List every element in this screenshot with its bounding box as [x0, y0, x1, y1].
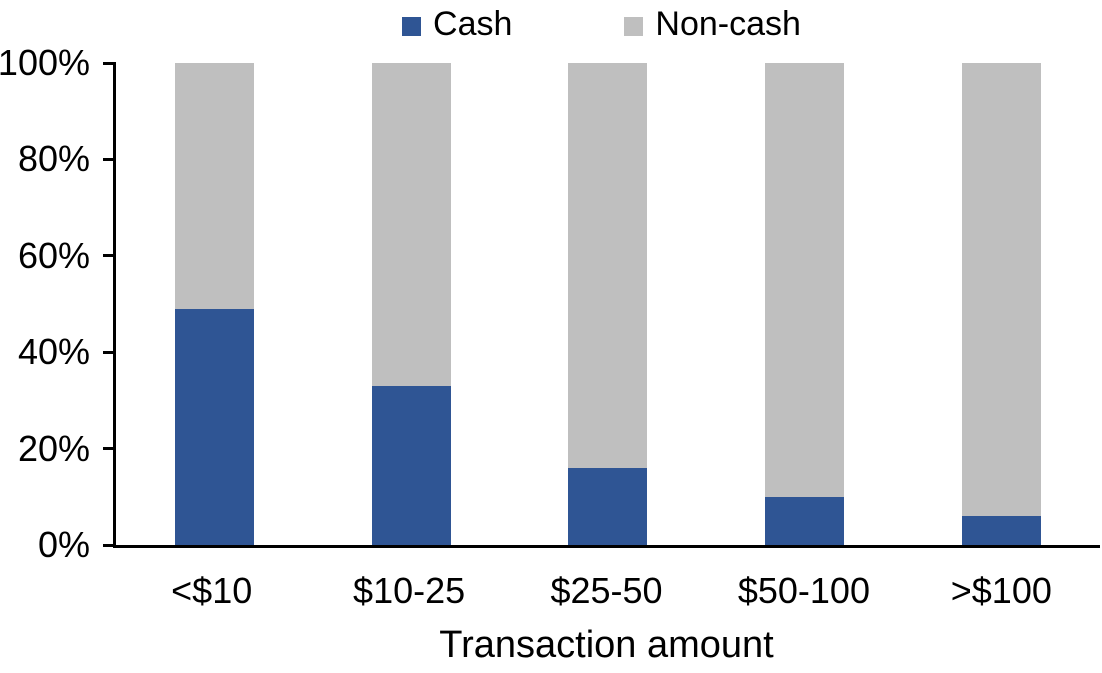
bar-segment-cash: [962, 516, 1042, 545]
bar-segment-cash: [568, 467, 648, 545]
bar-segment-noncash: [765, 63, 845, 497]
noncash-swatch-icon: [624, 16, 644, 36]
y-axis-tick-label: 60%: [17, 234, 90, 276]
legend: Cash Non-cash: [108, 5, 1095, 43]
y-axis-tick-label: 0%: [37, 524, 90, 565]
y-axis-tick-label: 80%: [17, 138, 90, 180]
y-axis-tick: [103, 61, 116, 65]
x-axis-label: $10-25: [353, 570, 466, 611]
legend-item-noncash: Non-cash: [624, 5, 801, 43]
bar-slot: [313, 63, 510, 545]
x-axis-labels: <$10 $10-25 $25-50 $50-100 >$100: [113, 570, 1100, 612]
bar-segment-noncash: [962, 63, 1042, 517]
y-axis-tick: [103, 254, 116, 258]
y-axis-tick-label: 40%: [17, 331, 90, 373]
bar-slot: [903, 63, 1100, 545]
y-axis-tick: [103, 447, 116, 451]
legend-item-cash: Cash: [402, 5, 513, 43]
bar-slot: [706, 63, 903, 545]
bar-segment-noncash: [371, 63, 451, 386]
legend-label-noncash: Non-cash: [655, 5, 801, 43]
stacked-bar-5: [962, 63, 1042, 545]
x-axis-title: Transaction amount: [439, 624, 774, 666]
x-axis-label: $25-50: [550, 570, 663, 611]
bar-segment-noncash: [174, 63, 254, 309]
bar-segment-noncash: [568, 63, 648, 468]
bar-slot: [510, 63, 707, 545]
y-axis-tick: [103, 157, 116, 161]
y-axis-tick-label: 20%: [17, 427, 90, 469]
bar-segment-cash: [371, 385, 451, 545]
plot-area: 0% 20% 40% 60% 80% 100%: [0, 42, 1100, 565]
y-axis-tick-label: 100%: [0, 42, 90, 83]
stacked-bar-2: [371, 63, 451, 545]
stacked-bar-3: [568, 63, 648, 545]
bar-segment-cash: [765, 496, 845, 545]
y-axis-tick: [103, 350, 116, 354]
bar-segment-cash: [174, 308, 254, 545]
legend-label-cash: Cash: [433, 5, 513, 43]
bars-container: [116, 63, 1100, 545]
cash-swatch-icon: [402, 16, 422, 36]
x-axis-label: >$100: [950, 570, 1052, 611]
stacked-bar-1: [174, 63, 254, 545]
y-axis-tick: [103, 543, 116, 547]
stacked-bar-4: [765, 63, 845, 545]
x-axis-label: <$10: [171, 570, 253, 611]
bar-slot: [116, 63, 313, 545]
x-axis-label: $50-100: [737, 570, 870, 611]
